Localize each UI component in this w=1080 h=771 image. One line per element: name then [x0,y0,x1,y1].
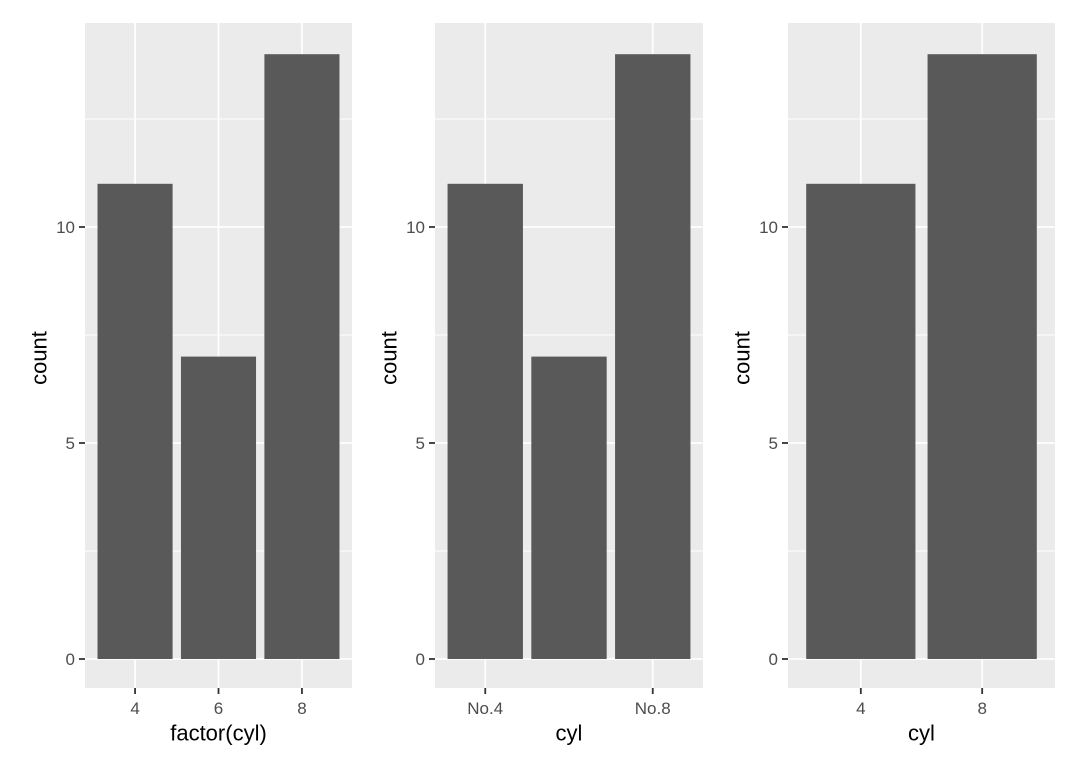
bar [447,183,523,660]
x-tick-label: 4 [130,699,139,718]
x-tick-label: 8 [977,699,986,718]
x-tick-label: No.8 [635,699,671,718]
x-tick-label: 6 [214,699,223,718]
bar [615,54,691,659]
chart-cyl-limited: 0 5 10 4 8 cyl count [720,0,1080,771]
bar [264,54,340,659]
chart-svg: 0 5 10 4 8 cyl count [730,23,1055,746]
y-tick-label: 5 [66,434,75,453]
chart-factor-cyl: 0 5 10 4 6 8 factor(cyl) count [0,0,360,771]
y-tick-label: 10 [56,218,75,237]
y-tick-label: 10 [759,218,778,237]
bar [806,183,916,660]
y-tick-label: 5 [416,434,425,453]
y-tick-label: 10 [406,218,425,237]
bar [927,54,1037,659]
y-tick-label: 0 [66,650,75,669]
y-tick-label: 0 [769,650,778,669]
y-axis-title: count [27,331,52,385]
chart-svg: 0 5 10 4 6 8 factor(cyl) count [27,23,352,746]
x-axis-title: factor(cyl) [170,721,267,746]
x-axis-title: cyl [556,721,583,746]
y-tick-label: 0 [416,650,425,669]
x-tick-label: 8 [297,699,306,718]
y-axis-title: count [730,331,755,385]
y-axis-title: count [377,331,402,385]
x-axis-title: cyl [908,721,935,746]
y-tick-label: 5 [769,434,778,453]
chart-svg: 0 5 10 No.4 No.8 cyl count [377,23,703,746]
bar [97,183,173,660]
bar [180,356,257,659]
x-tick-label: 4 [856,699,865,718]
x-tick-label: No.4 [467,699,503,718]
bar [531,356,607,659]
chart-cyl-relabeled: 0 5 10 No.4 No.8 cyl count [360,0,720,771]
